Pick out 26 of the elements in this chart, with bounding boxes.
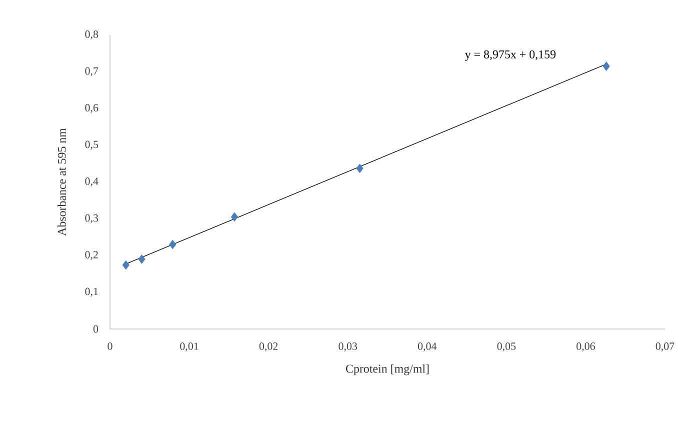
x-axis-title: Cprotein [mg/ml] bbox=[346, 364, 429, 376]
y-tick-label: 0,8 bbox=[85, 30, 98, 40]
x-tick-label: 0 bbox=[108, 342, 112, 350]
y-tick-label: 0,7 bbox=[85, 67, 98, 76]
y-tick-label: 0,4 bbox=[85, 178, 98, 186]
y-tick-label: 0,2 bbox=[85, 251, 98, 260]
y-tick-label: 0,5 bbox=[85, 140, 98, 150]
y-axis-title: Absorbance at 595 nm bbox=[58, 128, 66, 236]
x-tick-label: 0,02 bbox=[259, 342, 278, 352]
point bbox=[138, 254, 146, 264]
y-tick-label: 0,1 bbox=[85, 288, 98, 297]
point bbox=[122, 260, 130, 270]
point bbox=[169, 240, 176, 250]
y-tick-label: 0,3 bbox=[85, 214, 98, 224]
point bbox=[230, 212, 238, 222]
x-tick-label: 0,05 bbox=[497, 342, 516, 352]
point bbox=[602, 62, 610, 71]
x-tick-label: 0,07 bbox=[656, 342, 674, 352]
x-tick-label: 0,03 bbox=[338, 342, 358, 352]
x-tick-label: 0,06 bbox=[576, 342, 595, 352]
point bbox=[356, 164, 364, 174]
annotation: y = 8,975x + 0,159 bbox=[464, 50, 556, 61]
y-tick-label: 0 bbox=[93, 325, 98, 333]
x-tick-label: 0,04 bbox=[418, 342, 437, 352]
x-tick-label: 0,01 bbox=[180, 342, 198, 352]
y-tick-label: 0,6 bbox=[85, 104, 98, 113]
